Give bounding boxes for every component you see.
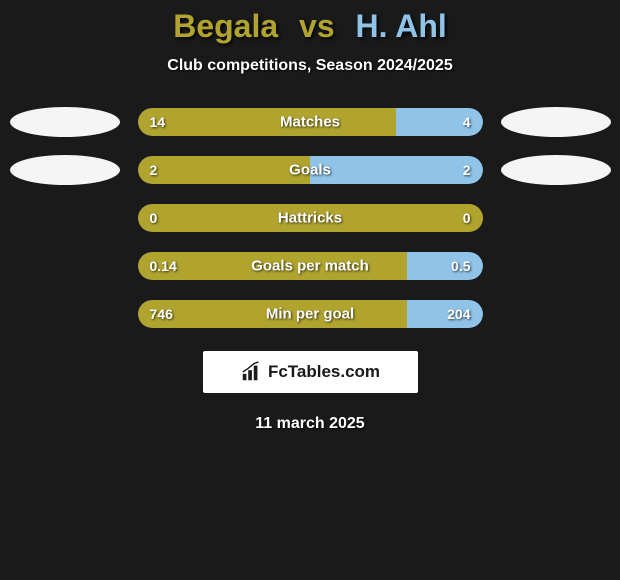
stat-label: Hattricks (278, 210, 342, 227)
stat-label: Min per goal (266, 306, 354, 323)
stat-value-right: 0 (463, 210, 471, 226)
player-right-badge (501, 155, 611, 185)
subtitle: Club competitions, Season 2024/2025 (167, 57, 452, 75)
player-right-name: H. Ahl (356, 8, 447, 44)
stat-bar: 0 0 Hattricks (138, 204, 483, 232)
stat-value-left: 0 (150, 210, 158, 226)
stat-value-left: 746 (150, 306, 173, 322)
stat-label: Goals per match (251, 258, 369, 275)
player-left-badge (10, 107, 120, 137)
branding-text: FcTables.com (268, 362, 380, 382)
stat-bar: 2 2 Goals (138, 156, 483, 184)
stat-row: 0.14 0.5 Goals per match (0, 251, 620, 281)
bar-left-fill (138, 108, 397, 136)
stat-bar: 0.14 0.5 Goals per match (138, 252, 483, 280)
stat-value-right: 0.5 (451, 258, 470, 274)
stat-value-right: 4 (463, 114, 471, 130)
branding-badge: FcTables.com (203, 351, 418, 393)
date-label: 11 march 2025 (255, 415, 364, 433)
player-left-name: Begala (173, 8, 278, 44)
stat-label: Goals (289, 162, 331, 179)
spacer (10, 251, 120, 281)
bar-left-fill (138, 156, 311, 184)
stat-bar: 746 204 Min per goal (138, 300, 483, 328)
stat-row: 2 2 Goals (0, 155, 620, 185)
stat-label: Matches (280, 114, 340, 131)
stat-value-left: 0.14 (150, 258, 177, 274)
stat-value-left: 2 (150, 162, 158, 178)
stat-row: 14 4 Matches (0, 107, 620, 137)
player-right-badge (501, 107, 611, 137)
stat-value-right: 2 (463, 162, 471, 178)
stat-bar: 14 4 Matches (138, 108, 483, 136)
stat-value-left: 14 (150, 114, 166, 130)
stat-value-right: 204 (447, 306, 470, 322)
chart-icon (240, 361, 262, 383)
player-left-badge (10, 155, 120, 185)
stats-rows: 14 4 Matches 2 2 Goals 0 0 Hattricks 0.14 0.5 Goals… (0, 107, 620, 329)
spacer (501, 203, 611, 233)
bar-right-fill (407, 300, 483, 328)
spacer (501, 299, 611, 329)
spacer (10, 203, 120, 233)
bar-right-fill (407, 252, 483, 280)
title-vs: vs (299, 8, 335, 44)
bar-right-fill (310, 156, 483, 184)
comparison-title: Begala vs H. Ahl (173, 8, 447, 45)
stat-row: 746 204 Min per goal (0, 299, 620, 329)
stat-row: 0 0 Hattricks (0, 203, 620, 233)
spacer (501, 251, 611, 281)
spacer (10, 299, 120, 329)
